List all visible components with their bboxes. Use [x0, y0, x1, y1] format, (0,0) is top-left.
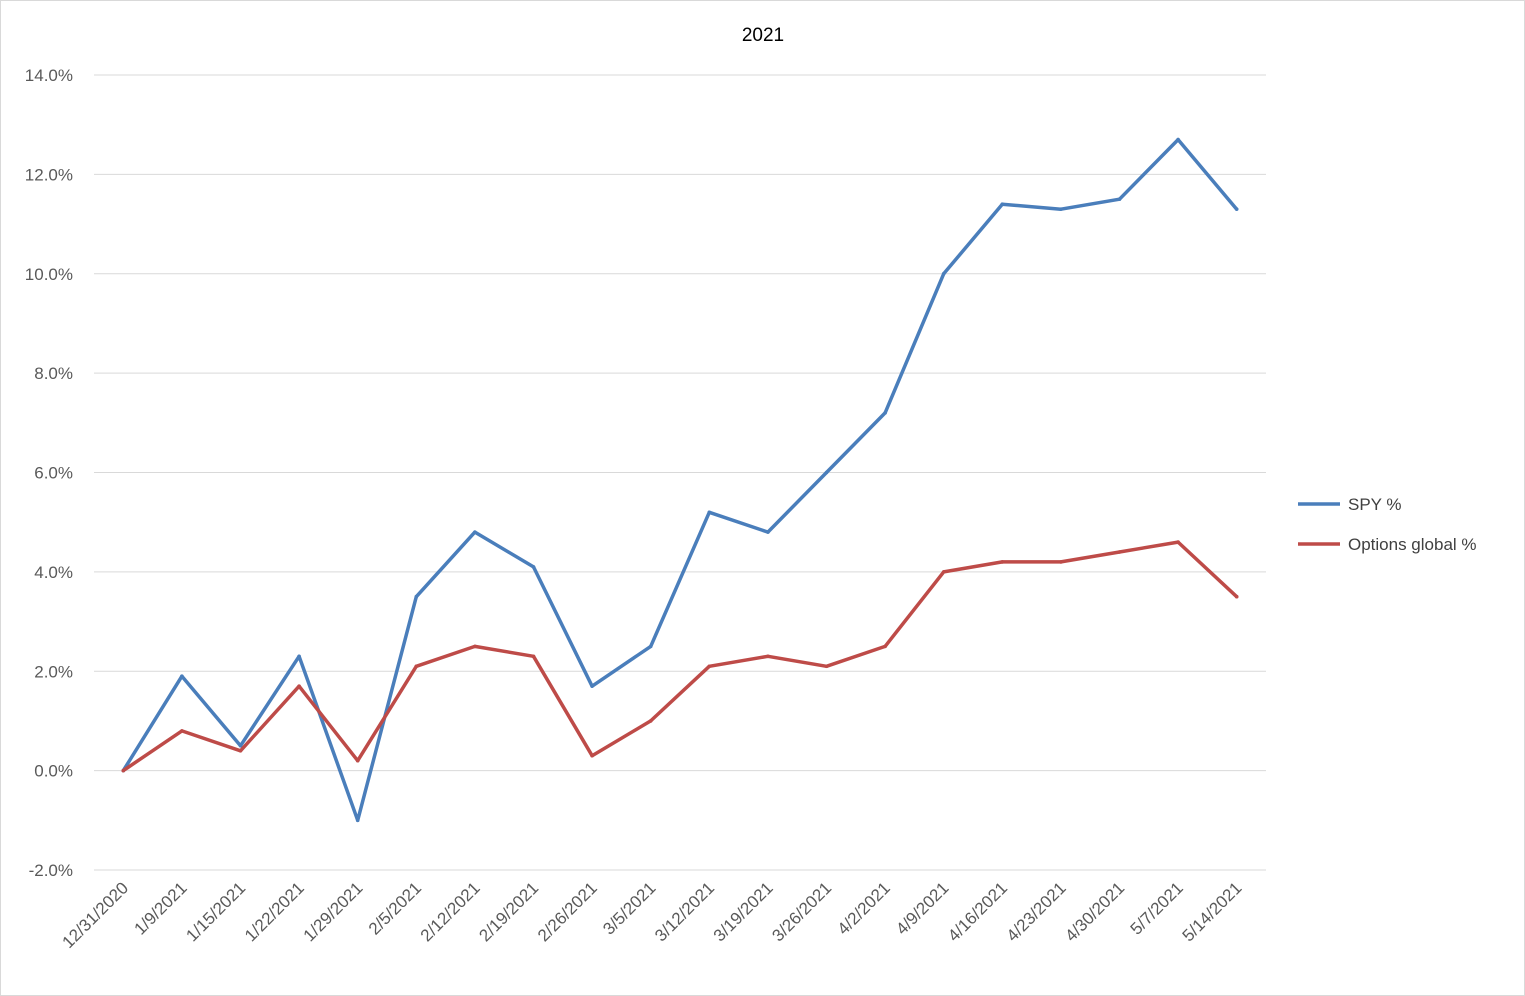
x-tick-label: 4/23/2021 — [1003, 878, 1070, 945]
x-tick-label: 4/9/2021 — [892, 878, 952, 938]
x-tick-label: 1/22/2021 — [241, 878, 308, 945]
data-point — [648, 644, 653, 649]
y-tick-label: 6.0% — [34, 464, 73, 483]
data-point — [766, 654, 770, 659]
data-point — [941, 271, 946, 276]
data-point — [1000, 560, 1005, 564]
series-group — [121, 540, 1239, 773]
data-point — [883, 411, 887, 415]
data-point — [1234, 594, 1239, 599]
series-group — [121, 137, 1239, 823]
y-tick-label: 2.0% — [34, 662, 73, 681]
x-tick-label: 4/2/2021 — [834, 878, 894, 938]
data-point — [707, 510, 712, 515]
data-point — [1176, 137, 1180, 142]
legend-item: Options global % — [1298, 535, 1477, 554]
chart-title: 2021 — [742, 25, 784, 46]
x-tick-label: 3/26/2021 — [768, 878, 835, 945]
series-lines — [121, 137, 1239, 823]
data-point — [531, 654, 536, 659]
y-tick-label: 4.0% — [34, 563, 73, 582]
data-point — [414, 664, 419, 669]
x-tick-label: 2/26/2021 — [534, 878, 601, 945]
x-tick-label: 3/19/2021 — [710, 878, 777, 945]
data-point — [180, 674, 184, 679]
y-tick-label: 0.0% — [34, 762, 73, 781]
data-point — [297, 684, 301, 688]
data-point — [766, 530, 770, 534]
data-point — [531, 565, 536, 569]
data-point — [1234, 207, 1239, 211]
data-point — [941, 570, 946, 574]
data-point — [414, 594, 419, 599]
x-tick-label: 3/5/2021 — [599, 878, 659, 938]
data-point — [180, 729, 184, 733]
y-tick-label: 8.0% — [34, 364, 73, 383]
data-point — [355, 758, 360, 763]
series-line — [121, 540, 1239, 773]
x-tick-label: 5/7/2021 — [1127, 878, 1187, 938]
data-point — [1117, 197, 1122, 202]
data-point — [473, 644, 477, 649]
x-tick-label: 4/30/2021 — [1061, 878, 1128, 945]
y-tick-label: 10.0% — [25, 265, 73, 284]
x-tick-label: 4/16/2021 — [944, 878, 1011, 945]
data-point — [1059, 560, 1063, 564]
x-tick-label: 12/31/2020 — [59, 878, 133, 952]
x-axis-tick-labels: 12/31/20201/9/20211/15/20211/22/20211/29… — [59, 878, 1246, 952]
x-tick-label: 1/9/2021 — [130, 878, 190, 938]
data-point — [590, 753, 594, 758]
data-point — [1117, 550, 1122, 554]
data-point — [648, 719, 653, 723]
y-tick-label: 12.0% — [25, 165, 73, 184]
x-tick-label: 2/12/2021 — [417, 878, 484, 945]
y-axis-tick-labels: -2.0% 0.0% 2.0% 4.0% 6.0% 8.0% 10.0% 12.0% 14.0% — [25, 66, 73, 880]
data-point — [1059, 207, 1063, 211]
x-tick-label: 2/5/2021 — [365, 878, 425, 938]
data-point — [824, 470, 829, 475]
data-point — [883, 644, 887, 649]
data-point — [590, 684, 594, 688]
x-tick-label: 1/15/2021 — [182, 878, 249, 945]
series-line — [121, 137, 1239, 823]
data-point — [121, 768, 126, 773]
x-tick-label: 1/29/2021 — [300, 878, 367, 945]
data-point — [1176, 540, 1180, 544]
data-point — [238, 743, 243, 748]
data-point — [355, 818, 360, 823]
x-tick-label: 2/19/2021 — [475, 878, 542, 945]
data-point — [1000, 202, 1005, 206]
x-tick-label: 3/12/2021 — [651, 878, 718, 945]
legend-label: Options global % — [1348, 535, 1477, 554]
data-point — [473, 530, 477, 534]
x-tick-label: 5/14/2021 — [1179, 878, 1246, 945]
data-point — [238, 748, 243, 753]
gridlines — [94, 74, 1266, 871]
legend: SPY % Options global % — [1298, 495, 1477, 554]
legend-item: SPY % — [1298, 495, 1402, 514]
data-point — [297, 654, 301, 659]
data-point — [707, 664, 712, 669]
data-point — [824, 664, 829, 669]
y-tick-label: -2.0% — [29, 861, 73, 880]
legend-label: SPY % — [1348, 495, 1402, 514]
y-tick-label: 14.0% — [25, 66, 73, 85]
